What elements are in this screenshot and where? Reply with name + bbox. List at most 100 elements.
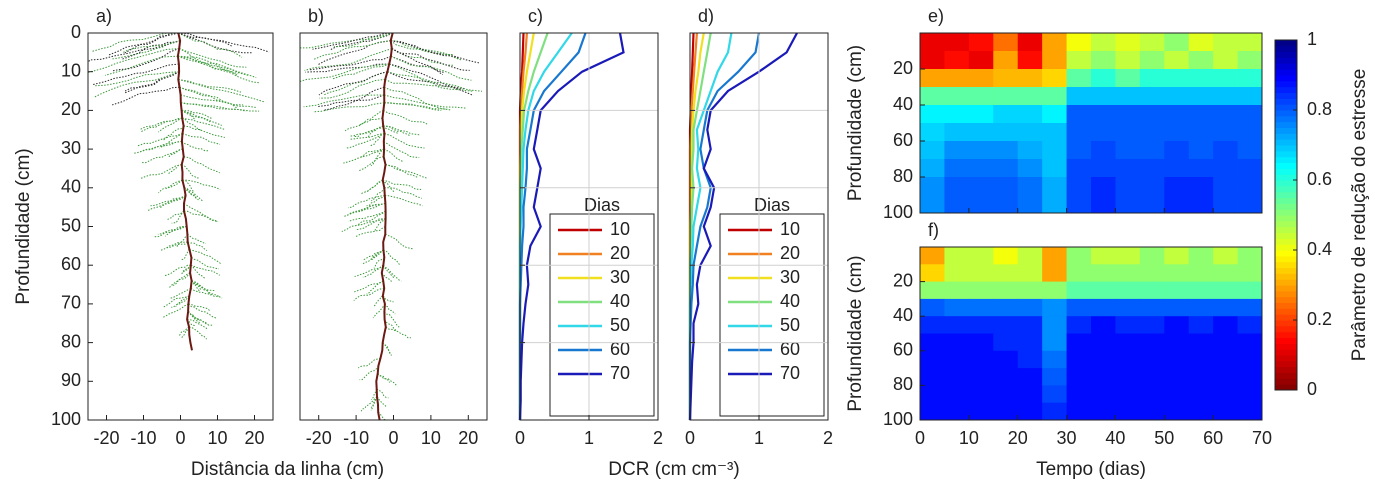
heatmap-cell [920, 247, 945, 265]
panel-label: a) [96, 6, 112, 26]
heatmap-cell [1213, 87, 1238, 105]
heatmap-cell [1042, 385, 1067, 403]
root-branch [391, 56, 472, 80]
heatmap-cell [969, 385, 994, 403]
root-branch [318, 95, 384, 107]
heatmap-cell [1018, 105, 1043, 123]
heatmap-cell [1189, 299, 1214, 317]
y-tick-label: 80 [893, 374, 913, 394]
heatmap-cell [920, 351, 945, 369]
y-tick-label: 60 [893, 340, 913, 360]
heatmap-cell [1042, 159, 1067, 177]
root-branch [324, 72, 387, 95]
heatmap-cell [969, 159, 994, 177]
heatmap-cell [1091, 316, 1116, 334]
heatmap-cell [1140, 51, 1165, 69]
heatmap-cell [1238, 69, 1263, 87]
heatmap-cell [1042, 105, 1067, 123]
heatmap-cell [1213, 247, 1238, 265]
heatmap-cell [1164, 403, 1189, 421]
heatmap-cell [920, 195, 945, 213]
heatmap-cell [1042, 351, 1067, 369]
colorbar-step [1275, 338, 1297, 344]
root-branch [355, 265, 384, 276]
y-tick-label: 10 [61, 60, 81, 80]
heatmap-cell [1164, 177, 1189, 195]
heatmap-cell [1067, 51, 1092, 69]
heatmap-cell [993, 368, 1018, 386]
heatmap-cell [920, 316, 945, 334]
legend-label: 30 [610, 267, 630, 287]
root-branch [319, 79, 385, 98]
y-tick-label: 20 [61, 99, 81, 119]
colorbar-step [1275, 192, 1297, 198]
x-tick-label: 70 [1252, 428, 1272, 448]
heatmap-cell [1067, 385, 1092, 403]
heatmap-cell [1067, 159, 1092, 177]
y-tick-label: 0.2 [1307, 309, 1332, 329]
heatmap-cell [944, 123, 969, 141]
heatmap-cell [1091, 385, 1116, 403]
legend-label: 40 [610, 291, 630, 311]
heatmap-cell [1091, 247, 1116, 265]
heatmap-cell [1140, 385, 1165, 403]
heatmap-cell [1018, 368, 1043, 386]
heatmap-cell [1115, 33, 1140, 51]
heatmap-cell [969, 87, 994, 105]
heatmap-cell [1140, 247, 1165, 265]
colorbar-step [1275, 303, 1297, 309]
heatmap-cell [1140, 299, 1165, 317]
colorbar-step [1275, 361, 1297, 367]
heatmap-cell [1140, 316, 1165, 334]
root-branch [386, 165, 418, 178]
root-branch [166, 242, 188, 249]
heatmap-cell [1042, 33, 1067, 51]
heatmap-cell [1213, 105, 1238, 123]
root-branch [192, 281, 211, 296]
heatmap-cell [1115, 159, 1140, 177]
root-branch [355, 227, 385, 237]
colorbar-step [1275, 75, 1297, 81]
heatmap-cell [1213, 316, 1238, 334]
root-branch [134, 141, 182, 153]
heatmap-cell [920, 159, 945, 177]
heatmap-cell [1164, 141, 1189, 159]
heatmap-cell [1238, 123, 1263, 141]
heatmap-cell [944, 385, 969, 403]
y-tick-label: 60 [61, 254, 81, 274]
heatmap-cell [993, 105, 1018, 123]
root-branch [172, 273, 190, 286]
colorbar-step [1275, 355, 1297, 361]
heatmap-cell [1238, 177, 1263, 195]
root-branch [179, 49, 237, 76]
heatmap-cell [1238, 195, 1263, 213]
root-branch [181, 250, 189, 260]
heatmap-cell [1042, 368, 1067, 386]
heatmap-cell [920, 87, 945, 105]
heatmap-cell [1042, 87, 1067, 105]
y-tick-label: 80 [61, 331, 81, 351]
root-branch [363, 265, 383, 277]
heatmap-cell [1091, 123, 1116, 141]
heatmap-cell [1115, 334, 1140, 352]
heatmap-cell [1189, 195, 1214, 213]
root-branch [377, 389, 389, 398]
legend: Dias10203040506070 [720, 195, 824, 416]
root-branch [159, 180, 183, 193]
heatmap-cell [1140, 177, 1165, 195]
heatmap-cell [1213, 159, 1238, 177]
y-tick-label: 100 [883, 202, 913, 222]
heatmap-cell [1213, 177, 1238, 195]
heatmap-cell [993, 87, 1018, 105]
root-branch [88, 41, 180, 64]
heatmap-cell [1067, 141, 1092, 159]
colorbar-step [1275, 168, 1297, 174]
x-tick-label: 2 [823, 428, 833, 448]
heatmap-cell [969, 247, 994, 265]
heatmap-cell [1091, 33, 1116, 51]
y-tick-label: 0.8 [1307, 99, 1332, 119]
heatmap-cell [944, 247, 969, 265]
heatmap-cell [1115, 69, 1140, 87]
heatmap-cell [1091, 51, 1116, 69]
root-branch [181, 327, 189, 337]
